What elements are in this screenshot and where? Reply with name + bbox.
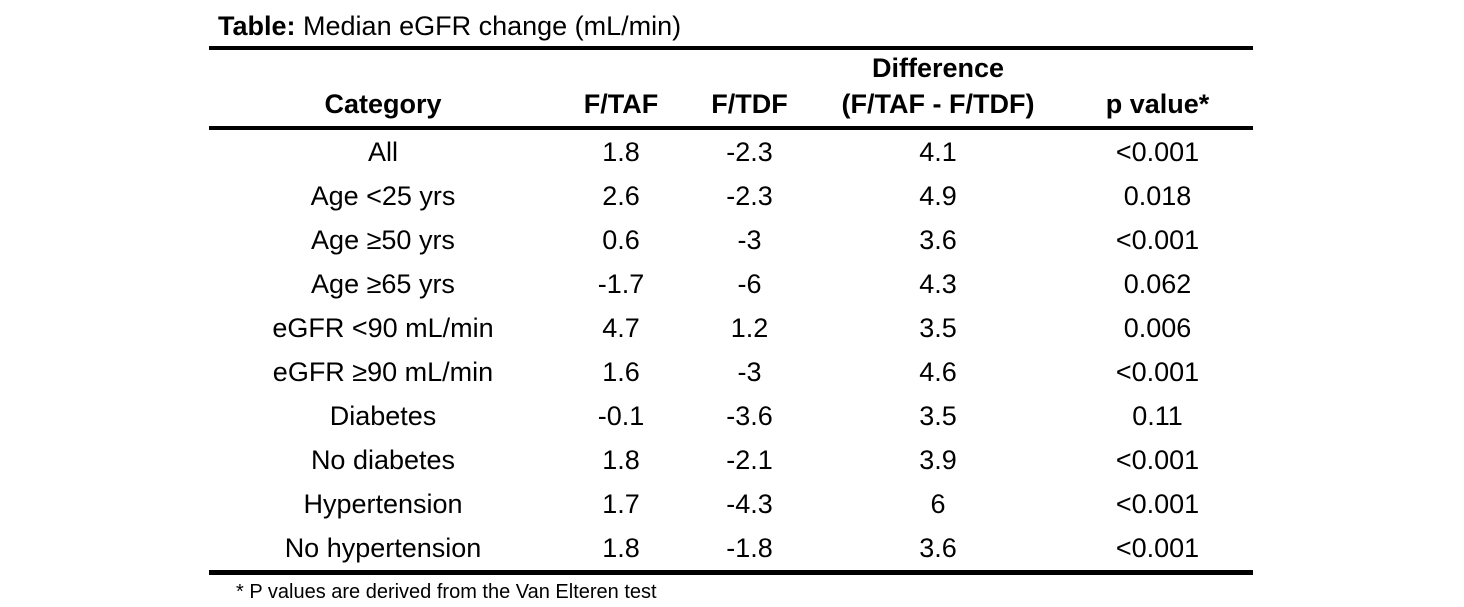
cell-ftdf: -2.1 bbox=[726, 445, 773, 475]
table-row: Hypertension 1.7 -4.3 6 <0.001 bbox=[209, 482, 1253, 526]
cell-p-value: <0.001 bbox=[1115, 225, 1200, 255]
cell-category: No diabetes bbox=[310, 445, 456, 475]
cell-ftaf: 2.6 bbox=[602, 181, 640, 211]
cell-difference: 3.6 bbox=[919, 533, 957, 563]
cell-category: Hypertension bbox=[303, 489, 463, 519]
cell-ftaf: 1.6 bbox=[602, 357, 640, 387]
egfr-table-block: Table: Median eGFR change (mL/min) Categ… bbox=[209, 6, 1253, 604]
table-row: All 1.8 -2.3 4.1 <0.001 bbox=[209, 128, 1253, 174]
table-row: Age ≥65 yrs -1.7 -6 4.3 0.062 bbox=[209, 262, 1253, 306]
cell-difference: 3.5 bbox=[919, 313, 957, 343]
cell-ftaf: 1.8 bbox=[602, 445, 640, 475]
cell-difference: 3.9 bbox=[919, 445, 957, 475]
cell-ftaf: 1.8 bbox=[602, 137, 640, 167]
cell-difference: 4.6 bbox=[919, 357, 957, 387]
cell-ftaf: -1.7 bbox=[597, 269, 645, 299]
cell-difference: 3.6 bbox=[919, 225, 957, 255]
cell-difference: 4.3 bbox=[919, 269, 957, 299]
cell-category: Age ≥50 yrs bbox=[311, 225, 455, 255]
cell-ftaf: 1.7 bbox=[602, 489, 640, 519]
table-header-row: Category F/TAF F/TDF Difference (F/TAF -… bbox=[209, 48, 1253, 130]
cell-p-value: <0.001 bbox=[1115, 137, 1200, 167]
cell-category: Age ≥65 yrs bbox=[311, 269, 455, 299]
cell-category: Age <25 yrs bbox=[310, 181, 456, 211]
cell-ftdf: -2.3 bbox=[726, 137, 773, 167]
cell-p-value: <0.001 bbox=[1115, 357, 1200, 387]
cell-category: eGFR ≥90 mL/min bbox=[272, 357, 494, 387]
cell-ftdf: -3 bbox=[737, 357, 762, 387]
cell-ftdf: -1.8 bbox=[726, 533, 773, 563]
cell-ftdf: -3.6 bbox=[726, 401, 773, 431]
cell-difference: 3.5 bbox=[919, 401, 957, 431]
table-header: Category F/TAF F/TDF Difference (F/TAF -… bbox=[209, 48, 1253, 130]
cell-p-value: <0.001 bbox=[1115, 533, 1200, 563]
cell-p-value: 0.11 bbox=[1132, 401, 1183, 431]
cell-category: Diabetes bbox=[329, 401, 437, 431]
table-row: No diabetes 1.8 -2.1 3.9 <0.001 bbox=[209, 438, 1253, 482]
cell-category: No hypertension bbox=[284, 533, 482, 563]
cell-difference: 6 bbox=[930, 489, 946, 519]
cell-p-value: 0.006 bbox=[1123, 313, 1192, 343]
table-footnote: * P values are derived from the Van Elte… bbox=[236, 581, 657, 603]
table-body: All 1.8 -2.3 4.1 <0.001 Age <25 yrs 2.6 -2.3 4.9… bbox=[209, 128, 1253, 573]
cell-ftdf: 1.2 bbox=[730, 313, 769, 343]
column-header-difference-line1: Difference bbox=[871, 53, 1005, 83]
cell-p-value: 0.018 bbox=[1123, 181, 1192, 211]
table-row: eGFR ≥90 mL/min 1.6 -3 4.6 <0.001 bbox=[209, 350, 1253, 394]
column-header-ftaf: F/TAF bbox=[557, 48, 685, 130]
cell-category: All bbox=[367, 137, 398, 167]
cell-difference: 4.1 bbox=[919, 137, 957, 167]
column-header-pvalue: p value* bbox=[1062, 48, 1253, 130]
table-row: Age ≥50 yrs 0.6 -3 3.6 <0.001 bbox=[209, 218, 1253, 262]
column-header-difference-line2: (F/TAF - F/TDF) bbox=[841, 89, 1035, 119]
table-row: Diabetes -0.1 -3.6 3.5 0.11 bbox=[209, 394, 1253, 438]
cell-ftdf: -6 bbox=[737, 269, 762, 299]
cell-ftdf: -2.3 bbox=[726, 181, 773, 211]
table-title: Table: Median eGFR change (mL/min) bbox=[209, 6, 1253, 46]
cell-difference: 4.9 bbox=[919, 181, 957, 211]
cell-p-value: 0.062 bbox=[1123, 269, 1192, 299]
cell-p-value: <0.001 bbox=[1115, 445, 1200, 475]
cell-category: eGFR <90 mL/min bbox=[272, 313, 494, 343]
cell-ftaf: 1.8 bbox=[602, 533, 640, 563]
table-title-label: Table: bbox=[218, 11, 296, 41]
cell-ftaf: -0.1 bbox=[597, 401, 645, 431]
column-header-difference: Difference (F/TAF - F/TDF) bbox=[814, 48, 1062, 130]
cell-ftaf: 4.7 bbox=[602, 313, 640, 343]
table-row: eGFR <90 mL/min 4.7 1.2 3.5 0.006 bbox=[209, 306, 1253, 350]
cell-ftdf: -4.3 bbox=[726, 489, 773, 519]
column-header-ftdf: F/TDF bbox=[685, 48, 814, 130]
cell-ftdf: -3 bbox=[737, 225, 762, 255]
column-header-category: Category bbox=[209, 48, 557, 130]
egfr-table: Category F/TAF F/TDF Difference (F/TAF -… bbox=[209, 46, 1253, 575]
table-row: Age <25 yrs 2.6 -2.3 4.9 0.018 bbox=[209, 174, 1253, 218]
table-title-text: Median eGFR change (mL/min) bbox=[303, 11, 682, 41]
cell-ftaf: 0.6 bbox=[602, 225, 640, 255]
table-row: No hypertension 1.8 -1.8 3.6 <0.001 bbox=[209, 526, 1253, 573]
cell-p-value: <0.001 bbox=[1115, 489, 1200, 519]
